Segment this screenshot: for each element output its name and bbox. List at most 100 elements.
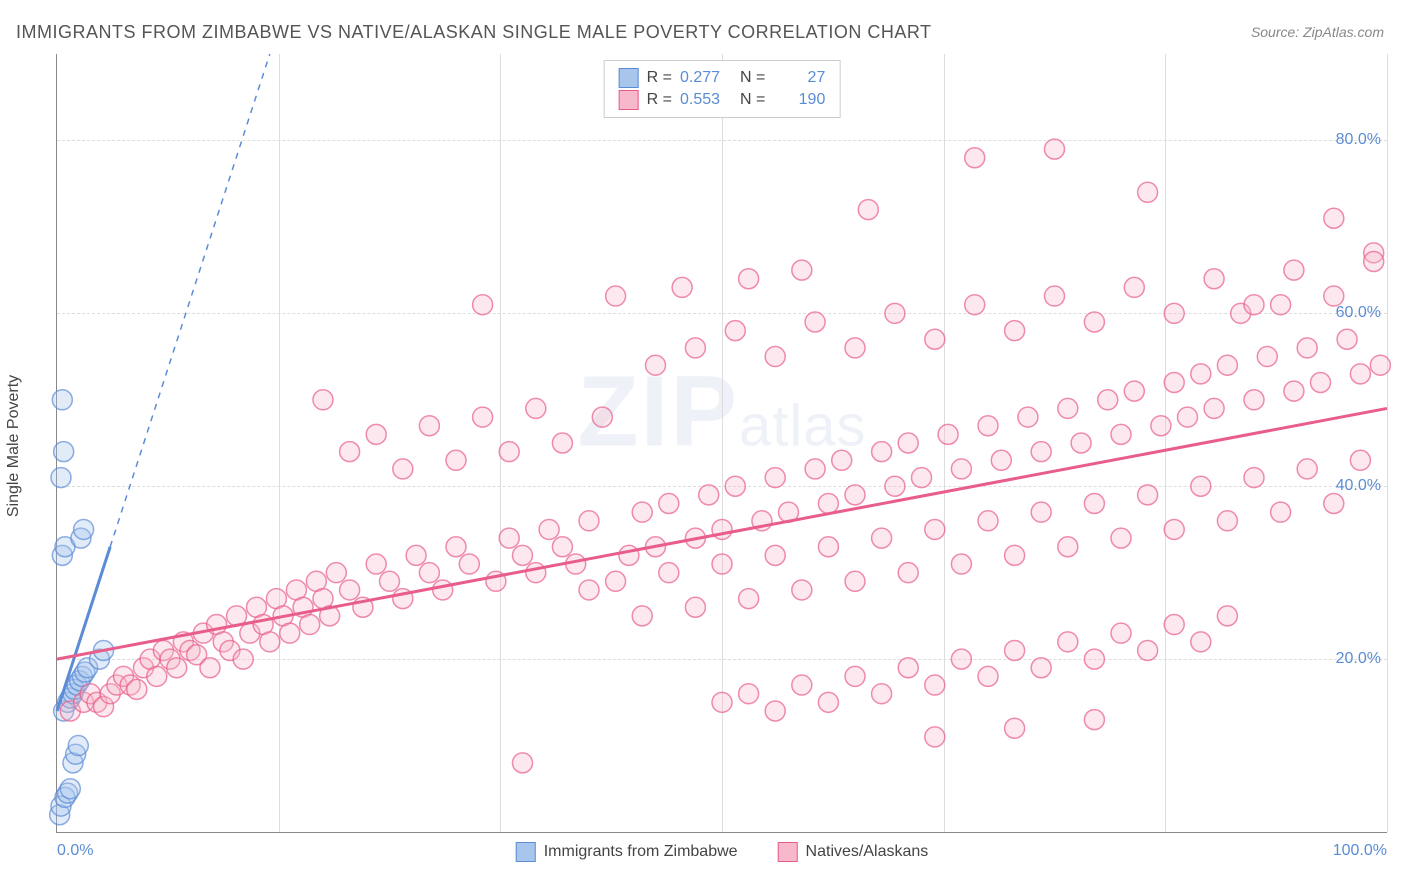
legend-swatch: [516, 842, 536, 862]
data-point: [1138, 182, 1158, 202]
data-point: [167, 658, 187, 678]
data-point: [725, 476, 745, 496]
data-point: [845, 338, 865, 358]
data-point: [1191, 632, 1211, 652]
data-point: [1151, 416, 1171, 436]
data-point: [1124, 277, 1144, 297]
data-point: [1111, 528, 1131, 548]
data-point: [1111, 623, 1131, 643]
data-point: [366, 554, 386, 574]
data-point: [313, 390, 333, 410]
data-point: [1217, 511, 1237, 531]
data-point: [845, 485, 865, 505]
data-point: [739, 589, 759, 609]
data-point: [1178, 407, 1198, 427]
legend-row: R =0.553N =190: [619, 89, 826, 111]
data-point: [1045, 139, 1065, 159]
data-point: [898, 563, 918, 583]
data-point: [51, 468, 71, 488]
correlation-legend: R =0.277N =27R =0.553N =190: [604, 60, 841, 118]
data-point: [326, 563, 346, 583]
data-point: [792, 675, 812, 695]
data-point: [526, 563, 546, 583]
data-point: [1257, 347, 1277, 367]
data-point: [739, 684, 759, 704]
data-point: [818, 537, 838, 557]
data-point: [938, 424, 958, 444]
legend-item: Natives/Alaskans: [778, 842, 929, 862]
trend-line: [57, 408, 1387, 659]
data-point: [659, 563, 679, 583]
data-point: [1311, 372, 1331, 392]
data-point: [685, 338, 705, 358]
data-point: [845, 666, 865, 686]
data-point: [659, 494, 679, 514]
data-point: [340, 580, 360, 600]
data-point: [1045, 286, 1065, 306]
data-point: [1098, 390, 1118, 410]
series-legend: Immigrants from Zimbabwe Natives/Alaskans: [516, 842, 929, 862]
data-point: [1164, 615, 1184, 635]
data-point: [1084, 710, 1104, 730]
data-point: [1018, 407, 1038, 427]
data-point: [419, 563, 439, 583]
legend-swatch: [778, 842, 798, 862]
data-point: [832, 450, 852, 470]
data-point: [1217, 606, 1237, 626]
data-point: [280, 623, 300, 643]
data-point: [872, 684, 892, 704]
data-point: [845, 571, 865, 591]
legend-n-value: 190: [773, 89, 825, 111]
data-point: [1204, 398, 1224, 418]
data-point: [1337, 329, 1357, 349]
legend-r-label: R =: [647, 67, 672, 89]
data-point: [951, 554, 971, 574]
data-point: [712, 554, 732, 574]
data-point: [406, 545, 426, 565]
data-point: [459, 554, 479, 574]
data-point: [978, 511, 998, 531]
data-point: [552, 433, 572, 453]
data-point: [1084, 312, 1104, 332]
data-point: [260, 632, 280, 652]
y-tick-label: 80.0%: [1336, 131, 1381, 149]
data-point: [1191, 364, 1211, 384]
data-point: [1124, 381, 1144, 401]
data-point: [898, 433, 918, 453]
data-point: [340, 442, 360, 462]
data-point: [885, 303, 905, 323]
data-point: [592, 407, 612, 427]
y-tick-label: 60.0%: [1336, 304, 1381, 322]
data-point: [233, 649, 253, 669]
data-point: [606, 571, 626, 591]
data-point: [792, 580, 812, 600]
x-tick-label: 100.0%: [1333, 842, 1387, 860]
data-point: [60, 779, 80, 799]
data-point: [1164, 372, 1184, 392]
data-point: [925, 675, 945, 695]
data-point: [805, 312, 825, 332]
data-point: [552, 537, 572, 557]
data-point: [725, 321, 745, 341]
data-point: [54, 442, 74, 462]
data-point: [885, 476, 905, 496]
data-point: [925, 519, 945, 539]
data-point: [1005, 321, 1025, 341]
legend-n-value: 27: [773, 67, 825, 89]
data-point: [606, 286, 626, 306]
data-point: [739, 269, 759, 289]
legend-label: Immigrants from Zimbabwe: [544, 843, 738, 861]
data-point: [685, 597, 705, 617]
data-point: [499, 442, 519, 462]
data-point: [1031, 502, 1051, 522]
data-point: [433, 580, 453, 600]
data-point: [419, 416, 439, 436]
source-attribution: Source: ZipAtlas.com: [1251, 24, 1384, 40]
data-point: [792, 260, 812, 280]
data-point: [74, 519, 94, 539]
data-point: [818, 494, 838, 514]
data-point: [1284, 381, 1304, 401]
trend-line-extrapolated: [110, 54, 270, 547]
data-point: [1031, 658, 1051, 678]
legend-label: Natives/Alaskans: [806, 843, 929, 861]
